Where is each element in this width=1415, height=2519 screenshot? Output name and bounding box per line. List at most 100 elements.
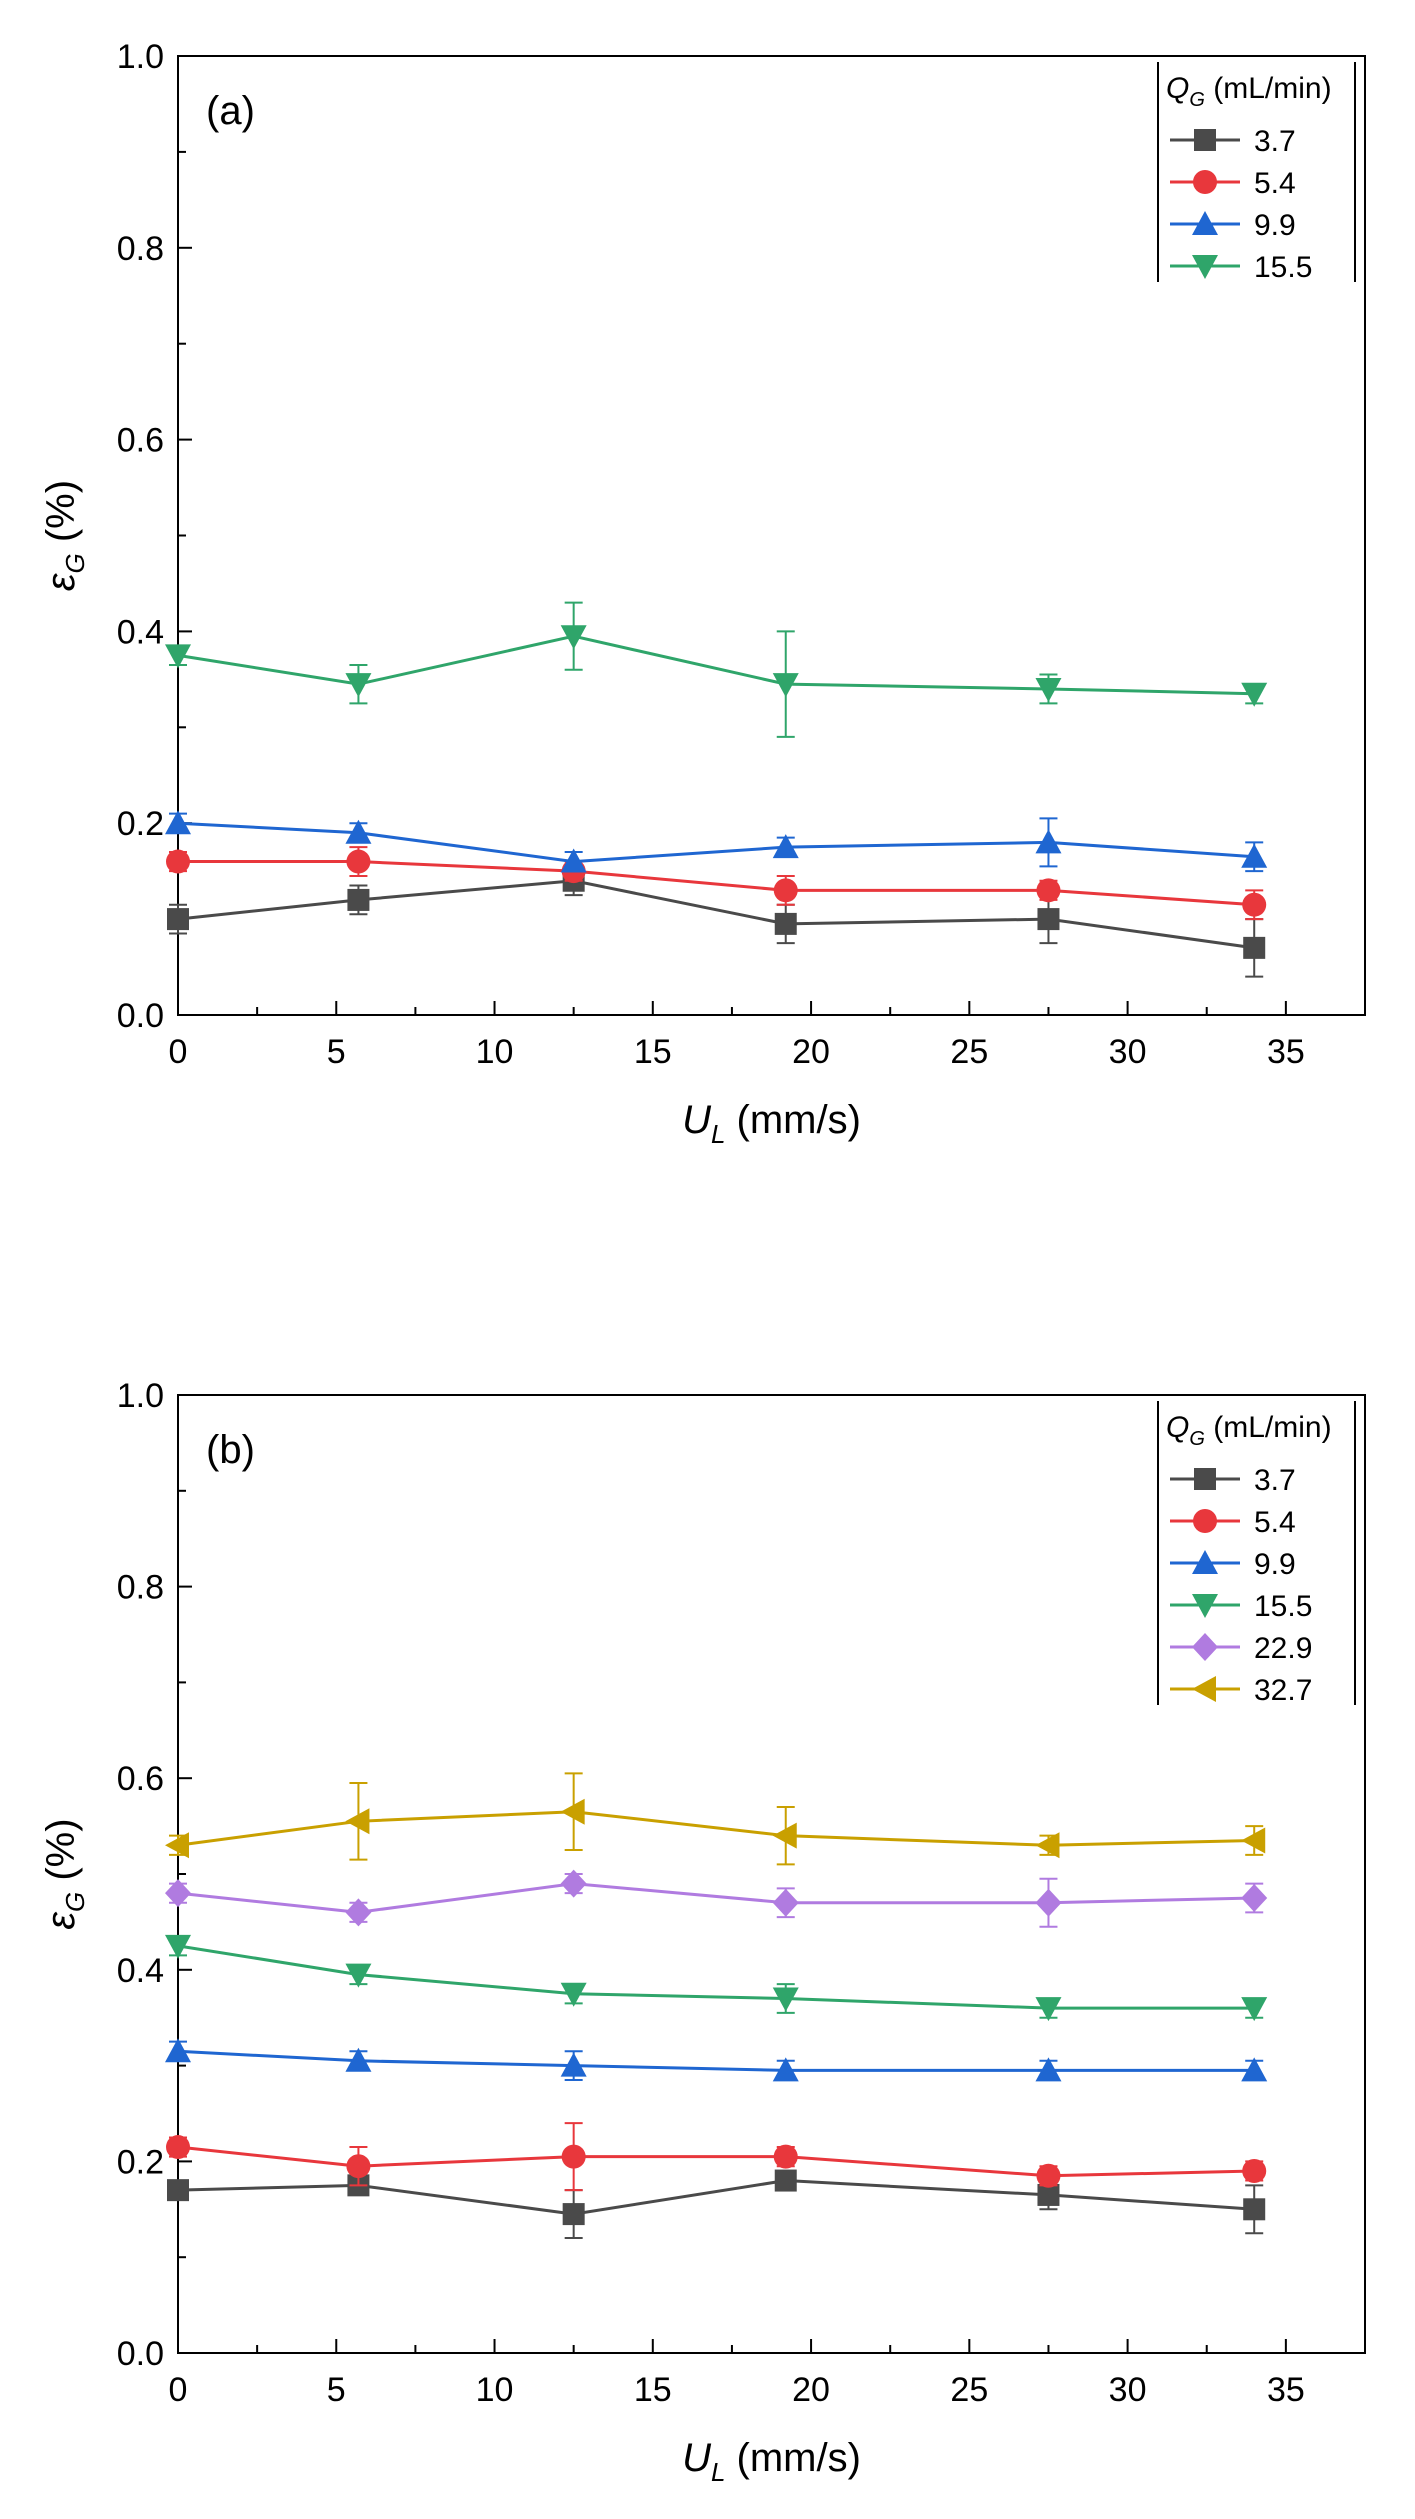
data-point (560, 2052, 587, 2077)
data-point (165, 1934, 191, 1959)
panel-label: (a) (206, 89, 255, 133)
series-line (177, 2179, 1255, 2216)
series-line (177, 821, 1255, 864)
data-point (1242, 892, 1267, 917)
data-point (560, 1982, 587, 2007)
data-point (1035, 829, 1062, 854)
data-point (773, 2144, 798, 2169)
data-point (772, 673, 799, 698)
legend-title: QG (mL/min) (1166, 1411, 1332, 1450)
data-point (1241, 1997, 1268, 2022)
data-point (1036, 878, 1061, 903)
y-tick-label: 0.4 (117, 613, 164, 651)
data-point (1035, 1997, 1062, 2022)
legend-marker (1193, 170, 1217, 194)
x-axis-title: UL (mm/s) (682, 2436, 861, 2487)
series-9.9 (165, 2038, 1268, 2082)
plot-frame (177, 1394, 1366, 2354)
panel-label: (b) (206, 1428, 255, 1472)
data-point (773, 878, 798, 903)
data-point (346, 2154, 371, 2179)
series-5.4 (166, 2122, 1267, 2192)
data-point (774, 912, 797, 935)
y-tick-label: 0.0 (117, 2335, 164, 2373)
series-line (177, 1882, 1255, 1914)
x-tick-label: 15 (634, 2371, 672, 2409)
x-tick-label: 35 (1267, 2371, 1305, 2409)
x-tick-label: 20 (792, 2371, 830, 2409)
x-tick-label: 30 (1109, 1033, 1147, 1071)
data-point (165, 1879, 191, 1908)
chart-panel-b: 0 5 10 15 20 25 30 35 0.0 0.2 0.4 0.6 0.8 1.0 UL (mm/s… (39, 1377, 1366, 2487)
data-point (165, 2038, 191, 2063)
x-tick-label: 20 (792, 1033, 830, 1071)
legend-label: 5.4 (1254, 167, 1296, 200)
data-point (772, 2057, 799, 2082)
x-tick-label: 10 (476, 2371, 514, 2409)
data-point (346, 849, 371, 874)
legend-marker (1192, 1550, 1218, 1574)
x-tick-label: 5 (327, 1033, 346, 1071)
data-point (345, 2047, 372, 2072)
legend-marker (1192, 255, 1218, 279)
y-axis-title: εG (%) (39, 1818, 90, 1929)
data-point (772, 1888, 799, 1917)
data-point (1035, 1888, 1062, 1917)
y-tick-label: 1.0 (117, 1377, 164, 1415)
data-point (167, 2179, 189, 2202)
data-point (345, 1963, 372, 1988)
series-3.7 (167, 2169, 1266, 2240)
x-tick-label: 25 (950, 1033, 988, 1071)
series-15.5 (165, 1934, 1268, 2022)
x-tick-label: 25 (950, 2371, 988, 2409)
data-point (561, 2144, 586, 2169)
data-point (345, 1808, 370, 1835)
legend-marker (1193, 1509, 1217, 1533)
legend-label: 3.7 (1254, 1464, 1296, 1497)
legend: QG (mL/min) 3.7 5.4 9.9 15.5 (1157, 62, 1356, 284)
x-tick-label: 10 (476, 1033, 514, 1071)
legend-label: 9.9 (1254, 209, 1296, 242)
data-point (165, 644, 191, 669)
data-point (1241, 1827, 1266, 1854)
data-point (1241, 682, 1268, 707)
data-point (562, 2203, 585, 2226)
data-point (166, 2135, 190, 2160)
y-tick-label: 0.2 (117, 805, 164, 843)
legend-label: 32.7 (1254, 1674, 1312, 1707)
data-point (165, 1832, 189, 1859)
data-point (1035, 677, 1062, 702)
data-point (345, 673, 372, 698)
x-axis-title: UL (mm/s) (682, 1098, 861, 1149)
chart-panel-a: 0 5 10 15 20 25 30 35 0.0 0.2 0.4 0.6 0.8 1.0 UL (mm/s… (39, 38, 1366, 1149)
y-tick-label: 0.6 (117, 1760, 164, 1798)
legend-label: 5.4 (1254, 1506, 1296, 1539)
series-line (177, 879, 1255, 950)
x-tick-label: 35 (1267, 1033, 1305, 1071)
legend-marker (1192, 211, 1218, 235)
y-tick-label: 0.8 (117, 230, 164, 268)
data-point (345, 1898, 372, 1927)
legend-marker (1192, 1633, 1218, 1661)
y-tick-label: 0.8 (117, 1569, 164, 1607)
series-line (177, 1810, 1255, 1847)
data-point (1243, 936, 1266, 959)
x-tick-label: 15 (634, 1033, 672, 1071)
legend-label: 3.7 (1254, 125, 1296, 158)
series-line (177, 2145, 1255, 2178)
data-point (1243, 2198, 1266, 2221)
x-tick-label: 0 (169, 1033, 188, 1071)
x-tick-label: 0 (169, 2371, 188, 2409)
data-point (1241, 2057, 1268, 2082)
data-point (1035, 1832, 1060, 1859)
data-point (347, 888, 370, 911)
y-tick-label: 0.6 (117, 422, 164, 460)
series-15.5 (165, 601, 1268, 738)
series-line (177, 634, 1255, 696)
legend-title: QG (mL/min) (1166, 72, 1332, 111)
data-point (345, 819, 372, 844)
legend-marker (1192, 1676, 1216, 1702)
legend-label: 9.9 (1254, 1548, 1296, 1581)
x-tick-label: 30 (1109, 2371, 1147, 2409)
